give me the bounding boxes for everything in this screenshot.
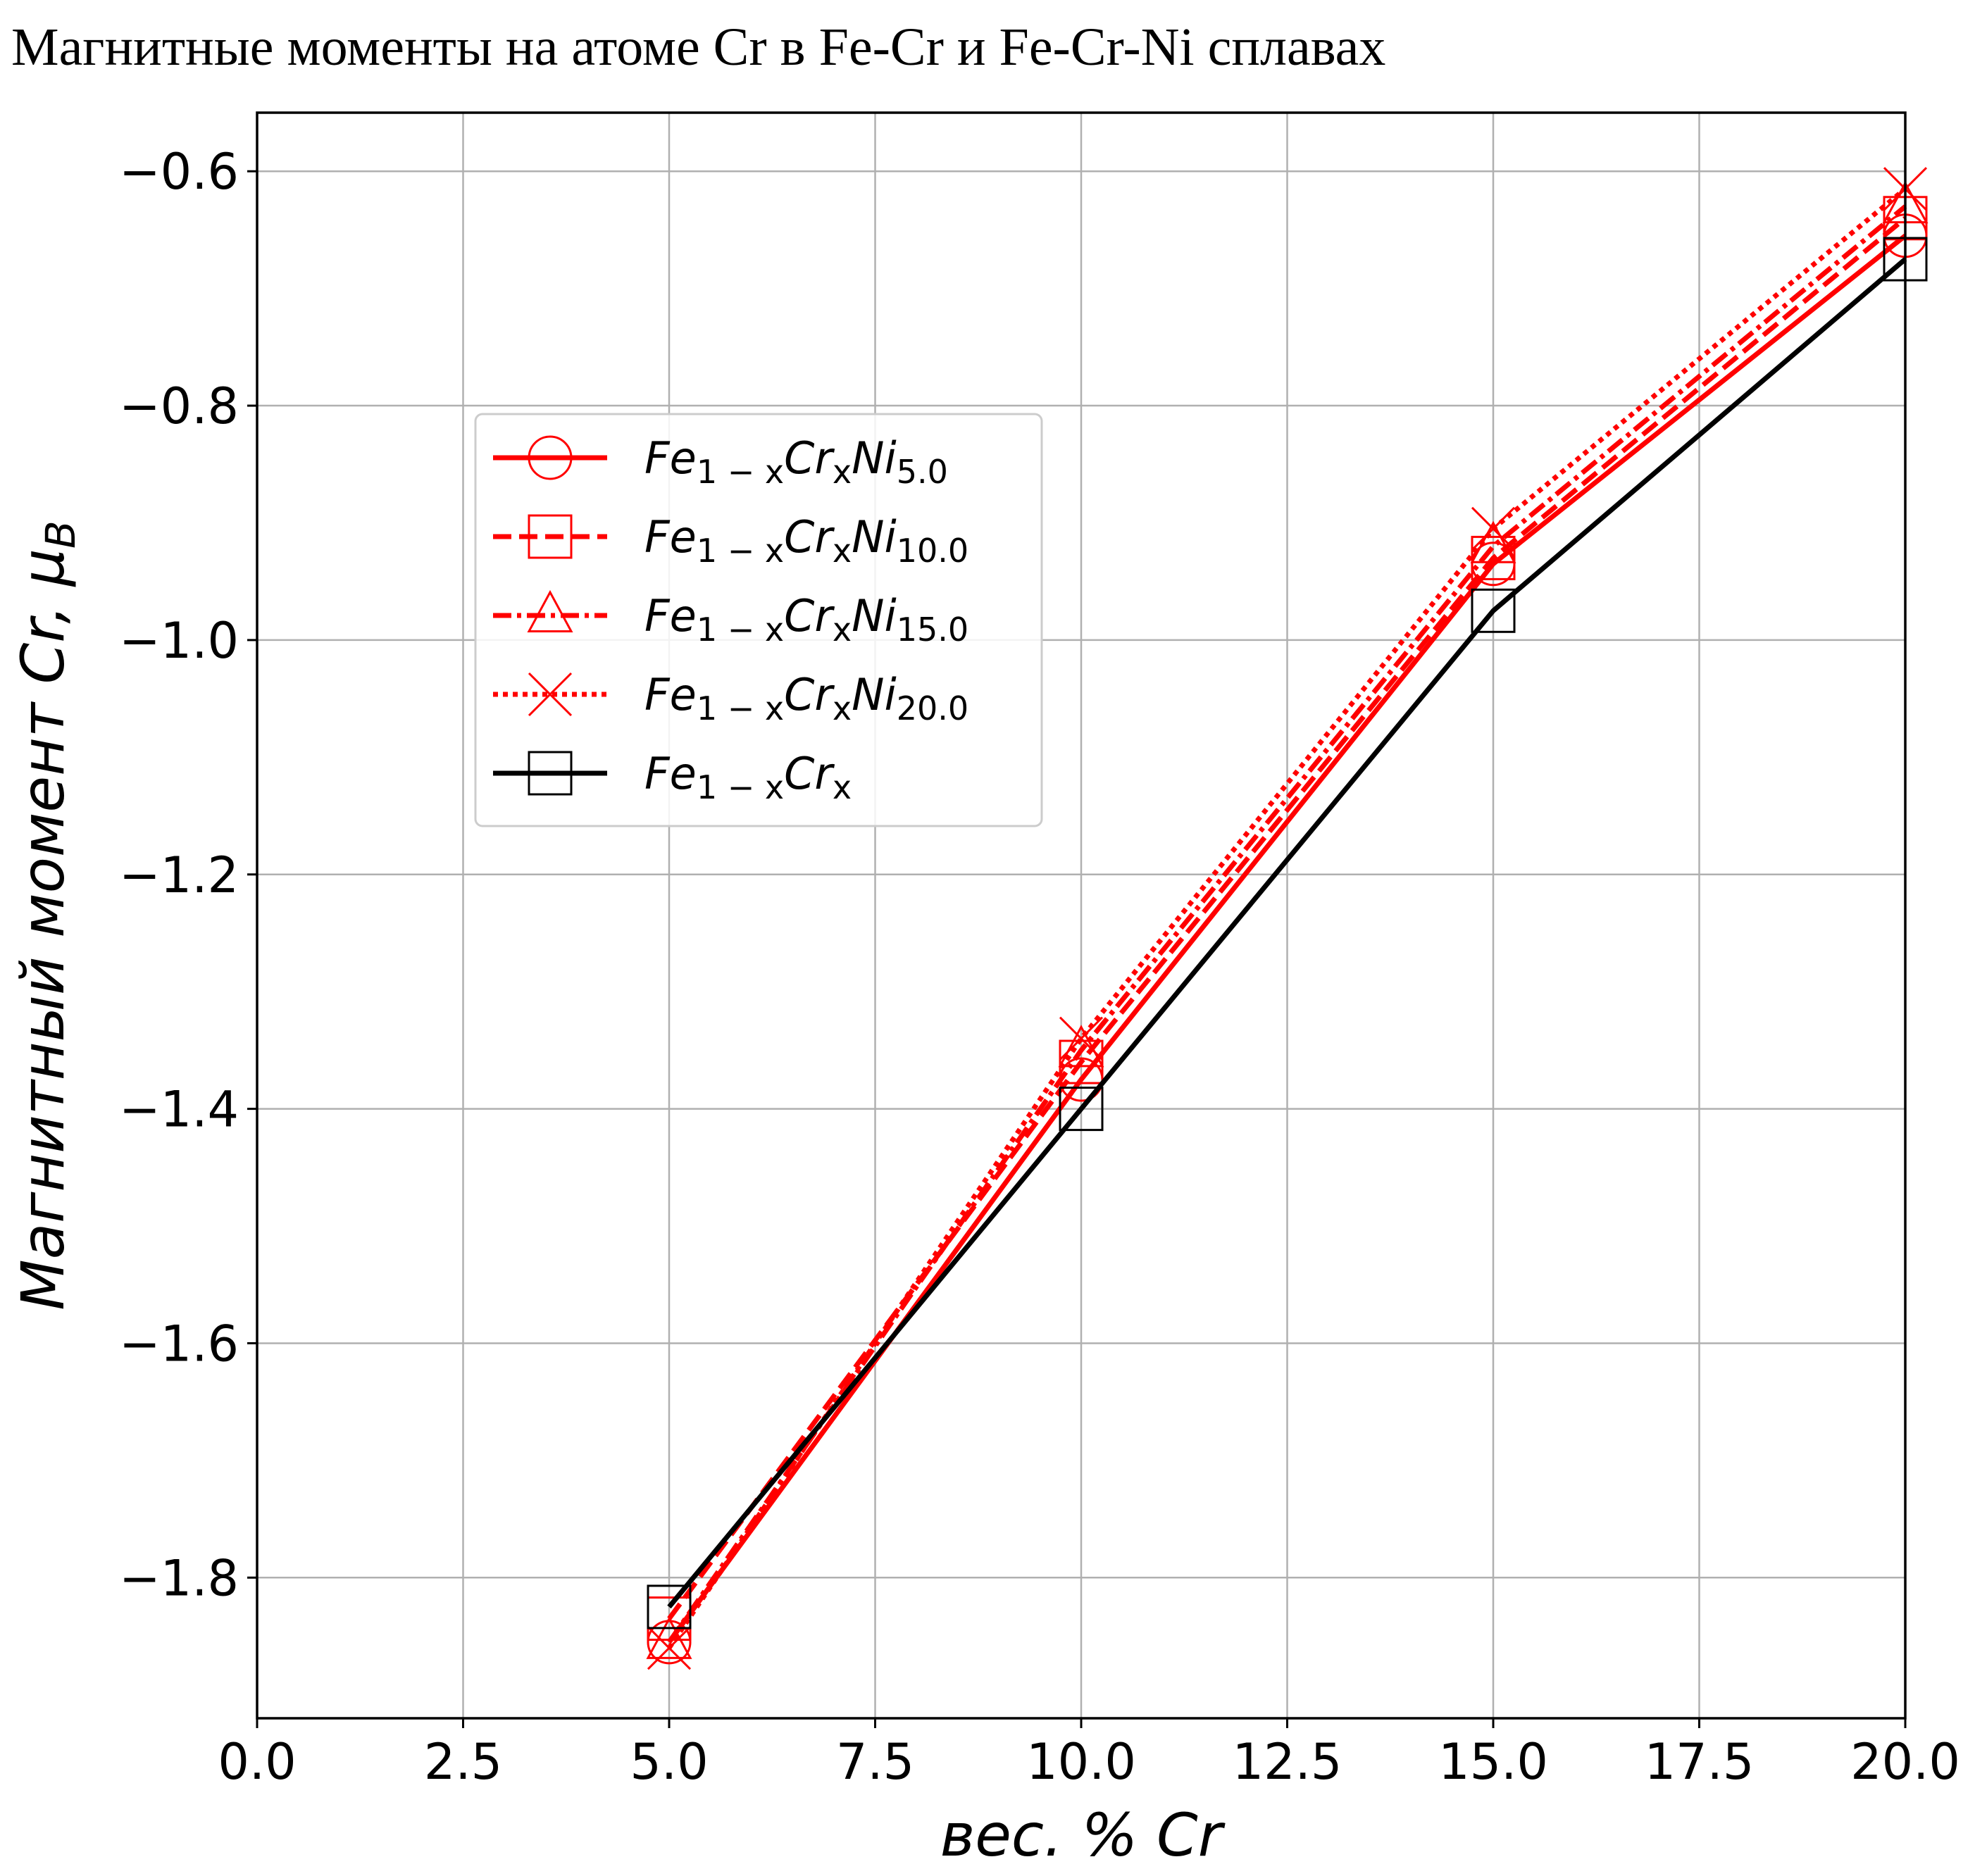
series-line bbox=[667, 204, 1907, 1644]
marker-x bbox=[528, 672, 573, 717]
series-layer bbox=[646, 167, 1929, 1670]
legend-label-part: Cr bbox=[784, 590, 835, 642]
marker-x bbox=[647, 1626, 692, 1670]
marker-square bbox=[528, 514, 573, 559]
legend-entry: Fe1 − xCrxNi15.0 bbox=[493, 589, 968, 649]
legend-label: Fe1 − xCrxNi10.0 bbox=[644, 511, 968, 570]
x-tick-label: 2.5 bbox=[424, 1733, 502, 1791]
x-tick-label: 15.0 bbox=[1438, 1733, 1548, 1791]
legend-label-subscript: 1 − x bbox=[697, 611, 784, 649]
series-line bbox=[667, 216, 1907, 1620]
marker-triangle bbox=[527, 589, 573, 632]
marker-x bbox=[1059, 1016, 1104, 1061]
x-tick-label: 7.5 bbox=[836, 1733, 914, 1791]
legend-label-part: Fe bbox=[644, 748, 697, 799]
y-tick-label: −0.6 bbox=[119, 143, 239, 201]
legend-label-part: Cr bbox=[784, 432, 835, 484]
x-tick-label: 12.5 bbox=[1233, 1733, 1342, 1791]
y-tick-label: −1.2 bbox=[119, 846, 239, 904]
legend-label-part: Fe bbox=[644, 432, 697, 484]
legend-label-part: Fe bbox=[644, 590, 697, 642]
legend-label-subscript: 20.0 bbox=[897, 689, 968, 727]
y-tick-label: −1.8 bbox=[119, 1549, 239, 1607]
y-axis-label-sub: B bbox=[37, 520, 85, 549]
x-tick-label: 20.0 bbox=[1850, 1733, 1960, 1791]
legend-label: Fe1 − xCrxNi20.0 bbox=[644, 669, 968, 727]
legend-label-part: Cr bbox=[784, 669, 835, 720]
marker-square bbox=[528, 751, 573, 796]
marker-triangle bbox=[1058, 1025, 1104, 1068]
legend-label: Fe1 − xCrxNi15.0 bbox=[644, 590, 968, 649]
legend-label-subscript: 1 − x bbox=[697, 689, 784, 727]
y-axis: −0.6 −0.8 −1.0 −1.2 −1.4 −1.6 −1.8 bbox=[119, 143, 257, 1607]
legend-label-subscript: 1 − x bbox=[697, 532, 784, 570]
legend-label-subscript: x bbox=[833, 768, 852, 806]
legend-label-subscript: 5.0 bbox=[897, 453, 948, 491]
legend-label-part: Ni bbox=[852, 590, 897, 642]
legend-entry: Fe1 − xCrxNi10.0 bbox=[493, 511, 968, 570]
marker-circle bbox=[528, 435, 573, 480]
legend-label-subscript: x bbox=[833, 532, 852, 570]
legend-entry: Fe1 − xCrxNi20.0 bbox=[493, 669, 968, 727]
legend-label-part: Ni bbox=[852, 432, 897, 484]
legend-label: Fe1 − xCrx bbox=[644, 748, 852, 806]
series-line bbox=[667, 187, 1907, 1650]
y-axis-label: Магнитный момент Cr, μB bbox=[8, 520, 85, 1311]
y-tick-label: −1.0 bbox=[119, 612, 239, 670]
legend-label-subscript: 1 − x bbox=[697, 453, 784, 491]
y-axis-label-main: Магнитный момент Cr, μ bbox=[8, 549, 77, 1311]
chart-title: Магнитные моменты на атоме Cr в Fe-Cr и … bbox=[11, 18, 1385, 77]
legend-label-part: Cr bbox=[784, 511, 835, 563]
marker-x bbox=[1471, 506, 1516, 551]
marker-square bbox=[1059, 1087, 1104, 1132]
x-axis-label: вес. % Cr bbox=[940, 1801, 1226, 1870]
legend-label-subscript: 15.0 bbox=[897, 611, 968, 649]
legend-label-part: Cr bbox=[784, 748, 835, 799]
legend-label-part: Fe bbox=[644, 669, 697, 720]
legend-label-subscript: x bbox=[833, 611, 852, 649]
x-tick-label: 17.5 bbox=[1645, 1733, 1755, 1791]
x-tick-label: 10.0 bbox=[1026, 1733, 1136, 1791]
legend-label-part: Ni bbox=[852, 511, 897, 563]
legend-label-subscript: x bbox=[833, 689, 852, 727]
legend-label-subscript: 1 − x bbox=[697, 768, 784, 806]
legend-label-part: Ni bbox=[852, 669, 897, 720]
series-line bbox=[667, 257, 1907, 1609]
legend-label-subscript: x bbox=[833, 453, 852, 491]
legend-label: Fe1 − xCrxNi5.0 bbox=[644, 432, 948, 491]
y-tick-label: −1.6 bbox=[119, 1315, 239, 1372]
x-axis: 0.0 2.5 5.0 7.5 10.0 12.5 15.0 17.5 20.0 bbox=[218, 1718, 1960, 1791]
marker-square bbox=[1471, 588, 1516, 633]
legend-entry: Fe1 − xCrxNi5.0 bbox=[493, 432, 948, 491]
legend-entry: Fe1 − xCrx bbox=[493, 748, 852, 806]
y-tick-label: −1.4 bbox=[119, 1081, 239, 1139]
marker-square bbox=[647, 1584, 692, 1630]
x-tick-label: 0.0 bbox=[218, 1733, 296, 1791]
legend-label-part: Fe bbox=[644, 511, 697, 563]
legend-box bbox=[474, 413, 1043, 827]
x-tick-label: 5.0 bbox=[630, 1733, 708, 1791]
legend-label-subscript: 10.0 bbox=[897, 532, 968, 570]
grid bbox=[256, 113, 1907, 1718]
y-tick-label: −0.8 bbox=[119, 377, 239, 435]
